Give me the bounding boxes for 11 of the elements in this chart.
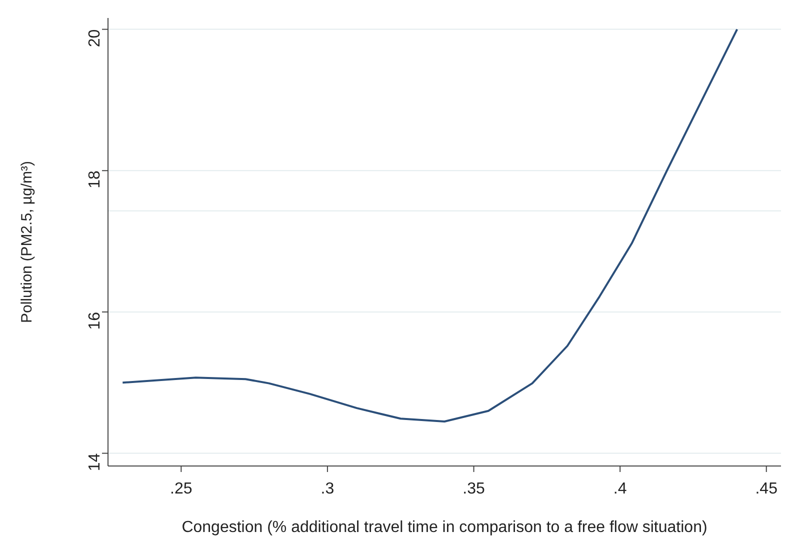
y-tick-label: 18: [86, 170, 104, 188]
y-axis-title: Pollution (PM2.5, µg/m³): [18, 160, 36, 324]
x-tick-label: .3: [320, 480, 334, 498]
y-tick-label: 16: [86, 312, 104, 330]
x-axis-title: Congestion (% additional travel time in comparison to a free flow situation): [182, 519, 708, 536]
x-tick-label: .35: [462, 480, 485, 498]
x-tick-label: .4: [613, 480, 627, 498]
y-tick-label: 20: [86, 29, 104, 48]
x-tick-label: .25: [170, 480, 192, 498]
x-tick-label: .45: [755, 480, 778, 498]
y-tick-label: 14: [86, 453, 104, 472]
